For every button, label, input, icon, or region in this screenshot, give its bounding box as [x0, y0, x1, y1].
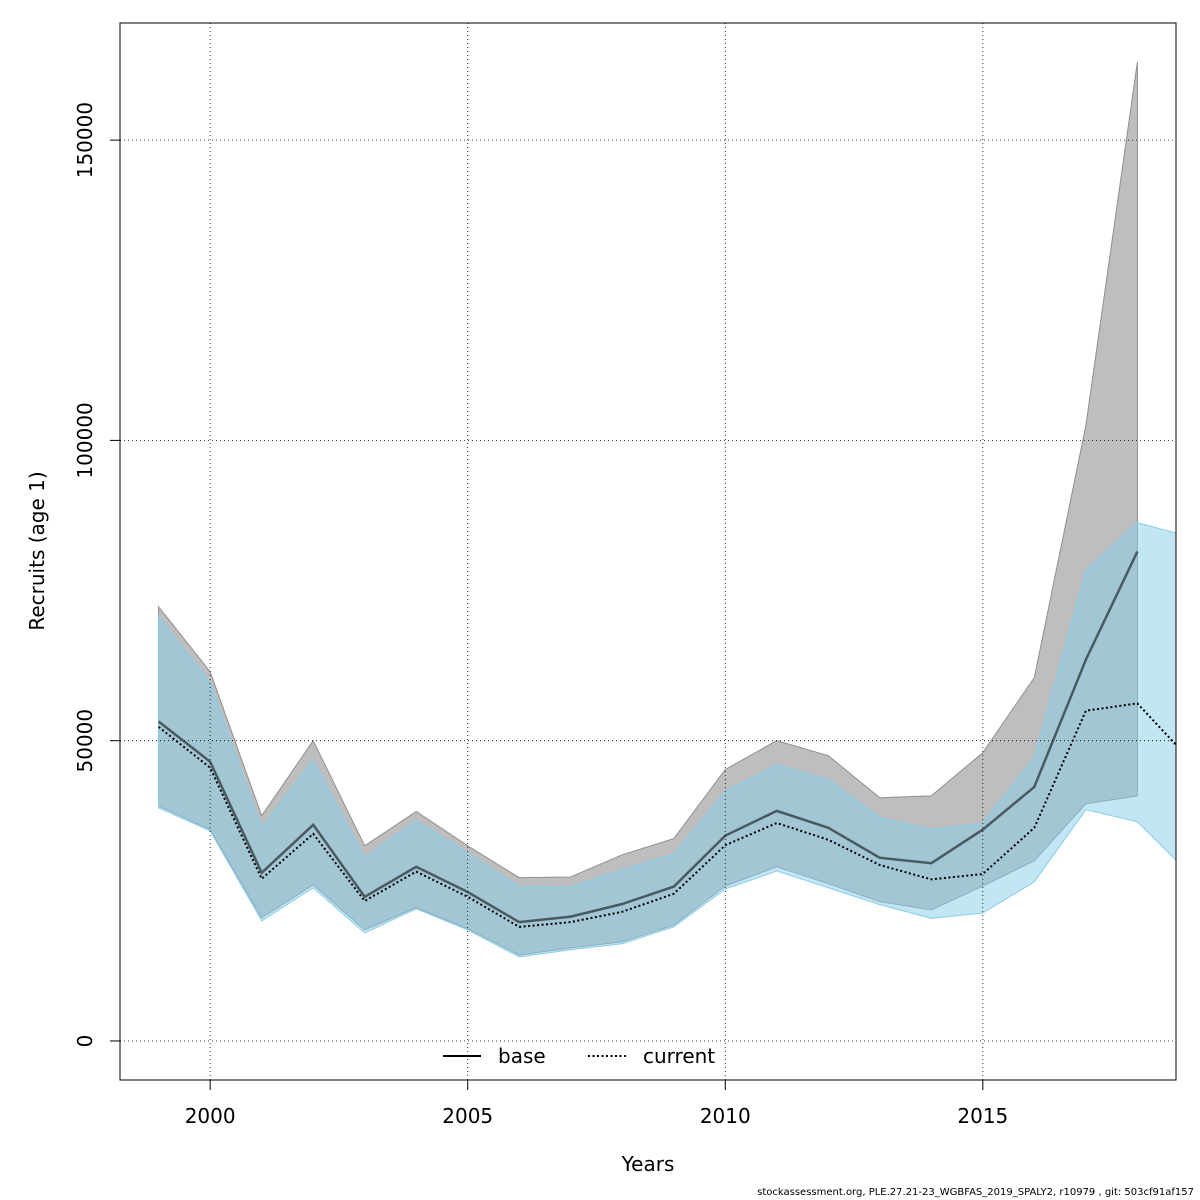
y-tick-label: 50000: [73, 709, 97, 773]
y-axis: 0 50000 100000 150000: [73, 102, 120, 1047]
plot-frame: [119, 22, 1177, 1081]
y-tick-label: 0: [73, 1035, 97, 1048]
legend-base-label: base: [498, 1044, 546, 1068]
x-tick-label: 2015: [957, 1104, 1008, 1128]
base-series-line: [157, 550, 1139, 924]
current-confidence-band: [158, 522, 1176, 958]
x-axis-title: Years: [621, 1152, 675, 1176]
x-tick-label: 2005: [442, 1104, 493, 1128]
x-tick-label: 2010: [700, 1104, 751, 1128]
current-series-line: [157, 702, 1176, 928]
grid-lines: [120, 23, 1176, 1080]
x-tick-label: 2000: [185, 1104, 236, 1128]
x-axis: 2000 2005 2010 2015: [185, 1080, 1008, 1128]
footer-source-text: stockassessment.org, PLE.27.21-23_WGBFAS…: [757, 1187, 1194, 1198]
y-tick-label: 150000: [73, 102, 97, 178]
legend-current-label: current: [643, 1044, 715, 1068]
y-axis-title: Recruits (age 1): [25, 471, 49, 630]
legend: base current: [443, 1044, 715, 1068]
y-tick-label: 100000: [73, 402, 97, 478]
